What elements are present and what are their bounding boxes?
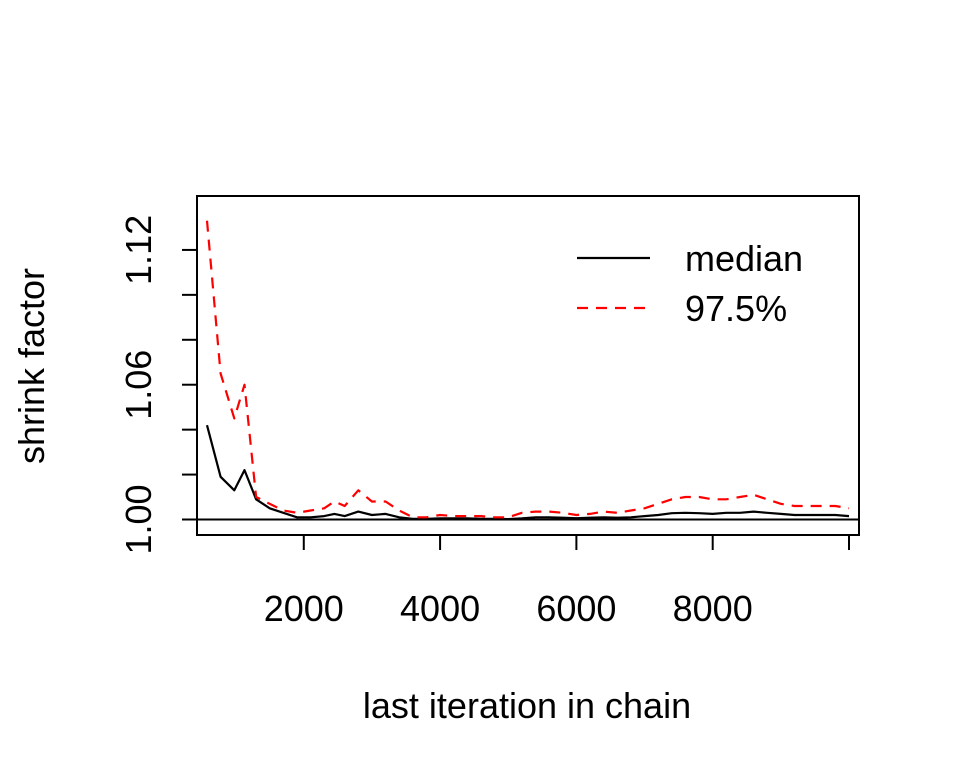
series-line-median xyxy=(205,424,850,521)
y-tick-label-1.06: 1.06 xyxy=(118,350,159,420)
legend-label-97-5: 97.5% xyxy=(685,288,787,329)
legend-label-median: median xyxy=(685,238,803,279)
legend: median 97.5% xyxy=(577,238,803,329)
x-tick-label-4000: 4000 xyxy=(400,588,480,629)
x-tick-label-8000: 8000 xyxy=(673,588,753,629)
y-tick-label-1.00: 1.00 xyxy=(118,484,159,554)
y-axis: 1.00 1.06 1.12 xyxy=(118,215,198,555)
plot-area xyxy=(197,220,859,521)
x-axis-label: last iteration in chain xyxy=(363,685,691,726)
x-tick-label-2000: 2000 xyxy=(264,588,344,629)
y-axis-label: shrink factor xyxy=(11,268,52,464)
series-line-97-5 xyxy=(205,220,850,519)
x-tick-label-6000: 6000 xyxy=(536,588,616,629)
x-axis: 2000 4000 6000 8000 xyxy=(264,534,850,629)
y-tick-label-1.12: 1.12 xyxy=(118,215,159,285)
